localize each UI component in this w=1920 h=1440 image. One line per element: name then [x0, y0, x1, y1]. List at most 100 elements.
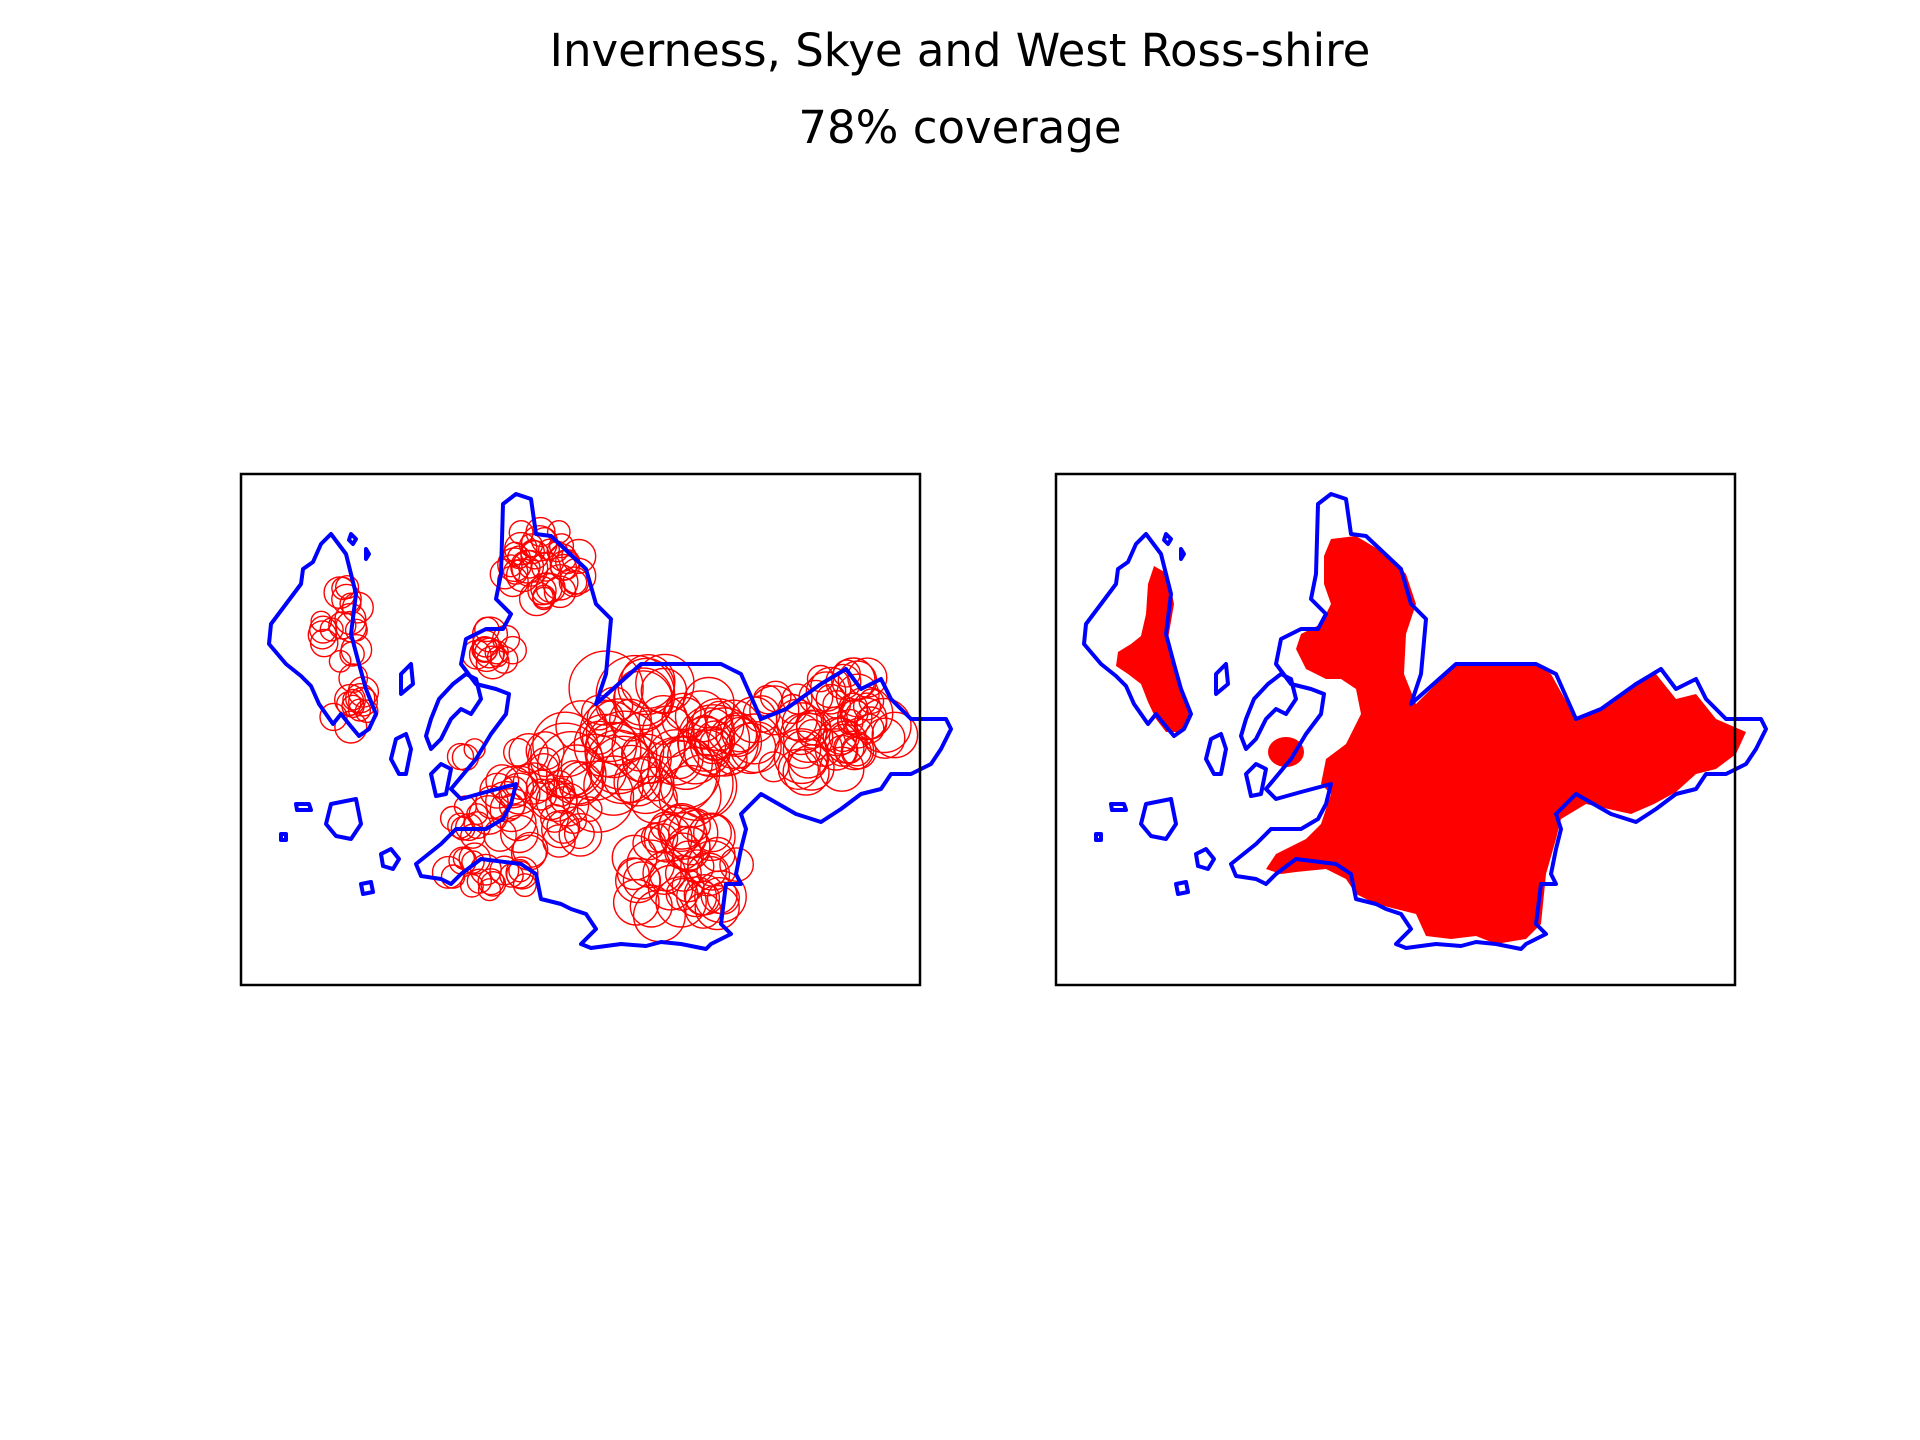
- coverage-circle: [822, 689, 852, 719]
- coverage-circle: [485, 780, 527, 823]
- coverage-circle: [503, 737, 533, 767]
- coverage-circle: [601, 744, 661, 804]
- coverage-circle: [693, 813, 733, 853]
- coverage-circle: [541, 810, 580, 849]
- coverage-circle: [730, 696, 778, 744]
- coverage-circle: [331, 583, 362, 615]
- coverage-circle: [475, 645, 510, 680]
- coverage-circle: [489, 787, 534, 833]
- coverage-circle: [641, 705, 695, 759]
- coverage-circle: [852, 692, 882, 721]
- coverage-circle: [530, 747, 561, 778]
- coverage-circle: [319, 702, 348, 732]
- coverage-circle: [616, 857, 650, 891]
- coverage-circle: [668, 807, 719, 859]
- coverage-circle: [466, 868, 493, 894]
- panel-frame: [1054, 472, 1737, 987]
- coverage-circle: [563, 818, 595, 850]
- coverage-circle: [538, 538, 561, 561]
- coverage-circle: [584, 721, 642, 779]
- coverage-circle: [659, 746, 734, 821]
- coverage-circle: [782, 730, 822, 770]
- coverage-circle: [452, 847, 476, 870]
- coverage-circle: [579, 700, 642, 763]
- coverage-circle: [832, 659, 861, 688]
- figure-subtitle: 78% coverage: [798, 101, 1122, 154]
- coverage-circle: [815, 683, 847, 715]
- coverage-circle: [585, 698, 654, 766]
- coverage-circle: [658, 802, 706, 850]
- coverage-circle: [795, 710, 832, 746]
- coverage-circle: [307, 620, 338, 650]
- coverage-circle: [489, 855, 520, 886]
- coverage-circle: [658, 735, 713, 790]
- coverage-circle: [508, 520, 534, 546]
- coverage-circle: [532, 586, 556, 611]
- coverage-circle: [328, 611, 357, 640]
- coverage-circle: [468, 636, 505, 673]
- coverage-circle: [629, 775, 678, 824]
- coverage-circle: [512, 873, 537, 898]
- coverage-circle: [489, 558, 521, 590]
- coverage-circle: [310, 610, 332, 633]
- coverage-circle: [586, 699, 625, 738]
- coverage-circle: [576, 796, 603, 822]
- coverage-circle: [612, 878, 660, 926]
- coverage-circle: [342, 688, 365, 711]
- coverage-circle: [777, 693, 808, 724]
- coverage-circle: [508, 733, 549, 774]
- coverage-circle: [542, 824, 576, 858]
- coverage-circle: [638, 694, 689, 745]
- coverage-circle: [561, 538, 597, 574]
- coverage-circle: [341, 694, 365, 719]
- coverage-circle: [773, 728, 830, 785]
- coverage-circle: [611, 710, 686, 785]
- coverage-circle: [584, 710, 665, 791]
- coverage-circle: [871, 711, 919, 759]
- coverage-circle: [531, 551, 562, 582]
- map-panel-circles: [239, 472, 953, 987]
- coverage-circle: [469, 853, 502, 886]
- coverage-circle: [543, 575, 577, 609]
- coverage-circle: [715, 743, 748, 776]
- coverage-circle: [503, 531, 538, 566]
- coverage-circle: [637, 766, 673, 802]
- coverage-circle: [474, 637, 506, 669]
- coverage-circle: [518, 581, 555, 617]
- coverage-circle: [459, 873, 484, 898]
- coverage-circle: [613, 757, 663, 807]
- coverage-circle: [805, 671, 847, 713]
- coverage-circle: [490, 645, 519, 674]
- coverage-fill: [1116, 536, 1746, 944]
- coverage-circle: [782, 748, 830, 796]
- coverage-circle: [447, 812, 474, 839]
- coverage-circle: [721, 716, 758, 753]
- coverage-circle: [525, 769, 558, 802]
- coverage-circle: [439, 805, 466, 831]
- coverage-circle: [694, 884, 740, 931]
- coverage-circle: [783, 712, 834, 763]
- coverage-circle: [549, 786, 578, 814]
- coverage-circle: [640, 667, 688, 715]
- coverage-circle: [334, 710, 368, 744]
- coverage-circle: [715, 712, 761, 758]
- coverage-circle: [558, 761, 604, 807]
- coverage-circle: [749, 685, 800, 736]
- coverage-circle: [705, 699, 762, 756]
- coverage-circle: [498, 772, 541, 815]
- coverage-circle: [614, 857, 661, 904]
- panel-frame: [239, 472, 922, 987]
- coverage-circle: [642, 851, 687, 895]
- map-panel-filled: [1054, 472, 1768, 987]
- coverage-circles: [307, 516, 919, 943]
- coverage-circle: [558, 812, 603, 857]
- coverage-circle: [546, 520, 571, 544]
- coverage-circle: [666, 728, 723, 785]
- coverage-circle: [477, 868, 505, 896]
- coverage-circle: [451, 743, 480, 772]
- figure-title: Inverness, Skye and West Ross-shire: [549, 24, 1371, 77]
- coverage-circle: [814, 728, 858, 771]
- coverage-circle: [525, 731, 565, 771]
- coverage-circle: [338, 663, 369, 694]
